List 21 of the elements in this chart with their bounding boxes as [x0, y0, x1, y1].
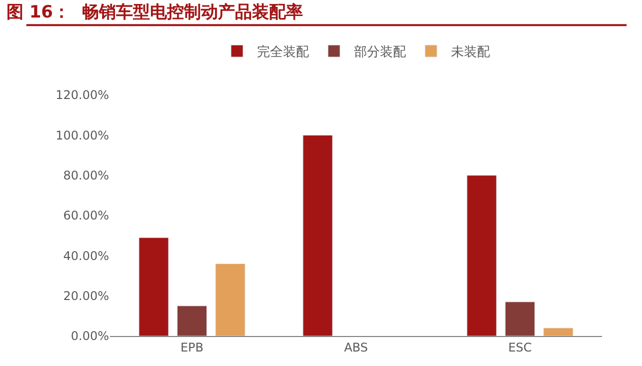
- bar: [176, 306, 208, 336]
- bar: [504, 302, 536, 336]
- legend-label: 未装配: [451, 45, 490, 60]
- legend-label: 部分装配: [354, 45, 406, 60]
- y-tick-label: 40.00%: [63, 248, 109, 263]
- bar: [466, 175, 497, 336]
- bar: [138, 237, 169, 336]
- y-tick-label: 100.00%: [56, 128, 109, 142]
- bar: [302, 134, 333, 336]
- chart-title: 图 16： 畅销车型电控制动产品装配率: [6, 2, 303, 22]
- y-tick-label: 20.00%: [63, 289, 109, 304]
- legend-label: 完全装配: [257, 44, 309, 60]
- y-tick-label: 80.00%: [63, 168, 109, 183]
- bar: [215, 263, 246, 336]
- y-tick-label: 0.00%: [70, 329, 109, 344]
- x-tick-label: EPB: [180, 340, 204, 354]
- x-tick-label: ESC: [508, 340, 532, 354]
- y-tick-label: 120.00%: [56, 88, 109, 102]
- y-tick-label: 60.00%: [63, 208, 109, 223]
- x-tick-label: ABS: [344, 340, 368, 354]
- bar: [543, 328, 574, 336]
